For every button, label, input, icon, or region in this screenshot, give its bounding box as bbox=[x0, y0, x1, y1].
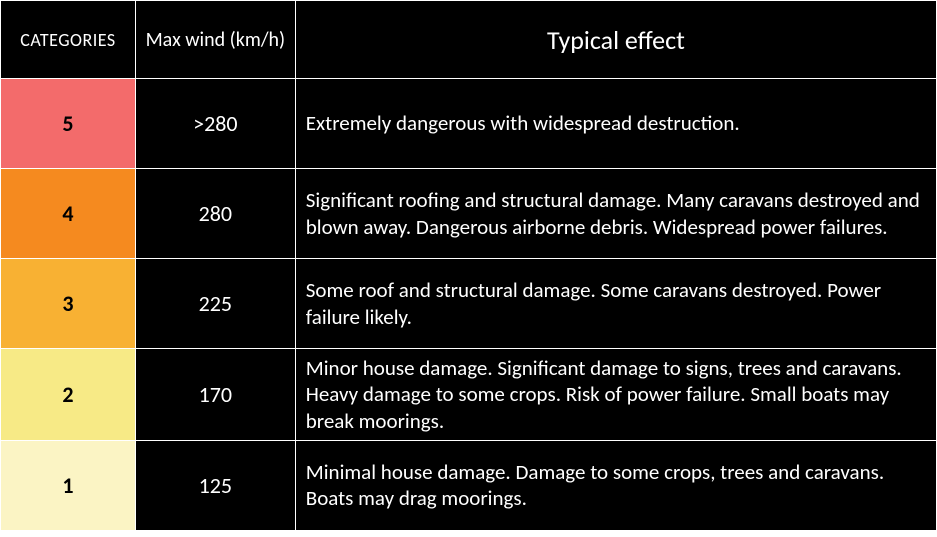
max-wind-cell: 225 bbox=[135, 259, 295, 349]
max-wind-cell: 125 bbox=[135, 440, 295, 530]
table-row: 4 280 Significant roofing and structural… bbox=[1, 169, 937, 259]
table-row: 3 225 Some roof and structural damage. S… bbox=[1, 259, 937, 349]
category-cell: 3 bbox=[1, 259, 136, 349]
max-wind-cell: 280 bbox=[135, 169, 295, 259]
category-cell: 5 bbox=[1, 79, 136, 169]
table-row: 1 125 Minimal house damage. Damage to so… bbox=[1, 440, 937, 530]
max-wind-cell: >280 bbox=[135, 79, 295, 169]
category-cell: 4 bbox=[1, 169, 136, 259]
table-row: 2 170 Minor house damage. Significant da… bbox=[1, 349, 937, 441]
max-wind-cell: 170 bbox=[135, 349, 295, 441]
effect-cell: Some roof and structural damage. Some ca… bbox=[295, 259, 936, 349]
header-typical-effect: Typical effect bbox=[295, 1, 936, 79]
category-cell: 1 bbox=[1, 440, 136, 530]
header-categories: CATEGORIES bbox=[1, 1, 136, 79]
header-max-wind: Max wind (km/h) bbox=[135, 1, 295, 79]
effect-cell: Minor house damage. Significant damage t… bbox=[295, 349, 936, 441]
category-cell: 2 bbox=[1, 349, 136, 441]
table-row: 5 >280 Extremely dangerous with widespre… bbox=[1, 79, 937, 169]
effect-cell: Minimal house damage. Damage to some cro… bbox=[295, 440, 936, 530]
cyclone-category-table: CATEGORIES Max wind (km/h) Typical effec… bbox=[0, 0, 937, 531]
effect-cell: Significant roofing and structural damag… bbox=[295, 169, 936, 259]
table-header-row: CATEGORIES Max wind (km/h) Typical effec… bbox=[1, 1, 937, 79]
effect-cell: Extremely dangerous with widespread dest… bbox=[295, 79, 936, 169]
